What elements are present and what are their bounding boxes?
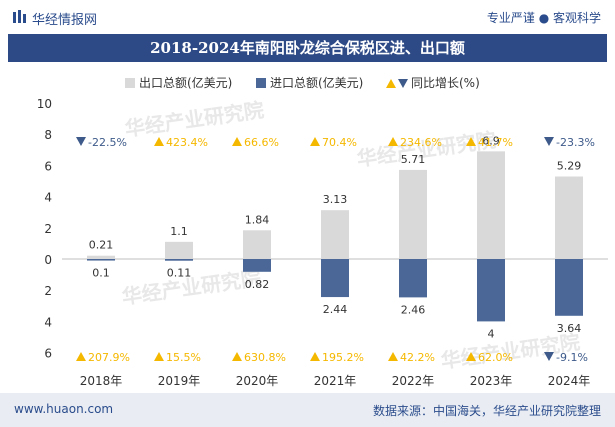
export-bar xyxy=(321,210,349,259)
title-bar: 2018-2024年南阳卧龙综合保税区进、出口额 xyxy=(8,34,607,62)
export-bar xyxy=(399,169,427,259)
x-category-label: 2020年 xyxy=(236,374,279,388)
y-tick-label: 2 xyxy=(44,284,52,298)
export-value-label: 6.9 xyxy=(482,134,500,147)
import-value-label: 0.82 xyxy=(245,278,270,291)
export-growth-up-triangle-icon xyxy=(232,137,242,146)
export-growth-down-triangle-icon xyxy=(76,137,86,146)
y-tick-label: 8 xyxy=(44,128,52,142)
footer: www.huaon.com 数据来源：中国海关，华经产业研究院整理 xyxy=(0,393,615,427)
export-growth-label: -23.3% xyxy=(556,136,595,149)
import-bar xyxy=(321,259,349,298)
import-growth-label: 62.0% xyxy=(478,351,513,364)
chart-title: 2018-2024年南阳卧龙综合保税区进、出口额 xyxy=(150,39,465,57)
legend-down-triangle-icon xyxy=(398,79,408,88)
y-tick-label: 0 xyxy=(44,253,52,267)
import-bar xyxy=(243,259,271,272)
export-growth-label: 41.7% xyxy=(478,136,513,149)
x-category-label: 2019年 xyxy=(158,374,201,388)
x-category-label: 2021年 xyxy=(314,374,357,388)
import-bar xyxy=(165,259,193,261)
x-category-label: 2023年 xyxy=(470,374,513,388)
import-value-label: 4 xyxy=(488,327,495,340)
logo-icon xyxy=(13,10,26,23)
export-bar xyxy=(243,230,271,259)
legend-growth-label: 同比增长(%) xyxy=(411,76,480,90)
export-growth-label: 423.4% xyxy=(166,136,208,149)
watermark-2: 华经产业研究院 xyxy=(120,266,262,309)
legend-export-swatch xyxy=(125,78,135,88)
watermark-1: 华经产业研究院 xyxy=(355,128,497,171)
export-growth-up-triangle-icon xyxy=(388,137,398,146)
import-bar xyxy=(477,259,505,322)
export-value-label: 3.13 xyxy=(323,193,348,206)
import-growth-label: -9.1% xyxy=(556,351,588,364)
import-growth-up-triangle-icon xyxy=(76,352,86,361)
y-tick-label: 6 xyxy=(44,159,52,173)
y-tick-label: 2 xyxy=(44,222,52,236)
import-value-label: 2.46 xyxy=(401,303,426,316)
export-value-label: 0.21 xyxy=(89,239,114,252)
import-growth-up-triangle-icon xyxy=(388,352,398,361)
top-bar: 华经情报网 专业严谨 ● 客观科学 xyxy=(0,0,615,34)
legend-import-label: 进口总额(亿美元) xyxy=(270,75,363,90)
export-value-label: 5.71 xyxy=(401,153,426,166)
import-growth-label: 195.2% xyxy=(322,351,364,364)
export-value-label: 1.1 xyxy=(170,225,188,238)
y-tick-label: 6 xyxy=(44,347,52,361)
export-growth-label: 234.6% xyxy=(400,136,442,149)
export-growth-label: -22.5% xyxy=(88,136,127,149)
x-category-label: 2018年 xyxy=(80,374,123,388)
import-growth-label: 42.2% xyxy=(400,351,435,364)
import-value-label: 0.11 xyxy=(167,267,192,280)
x-category-label: 2022年 xyxy=(392,374,435,388)
export-growth-up-triangle-icon xyxy=(310,137,320,146)
import-value-label: 2.44 xyxy=(323,303,348,316)
export-value-label: 5.29 xyxy=(557,159,582,172)
export-bar xyxy=(165,241,193,259)
legend-export-label: 出口总额(亿美元) xyxy=(139,75,232,90)
export-growth-down-triangle-icon xyxy=(544,137,554,146)
import-bar xyxy=(87,259,115,261)
slogan: 专业严谨 ● 客观科学 xyxy=(486,11,601,25)
y-tick-label: 4 xyxy=(44,191,52,205)
y-tick-label: 10 xyxy=(37,97,52,111)
legend-up-triangle-icon xyxy=(386,79,396,88)
import-growth-up-triangle-icon xyxy=(232,352,242,361)
export-value-label: 1.84 xyxy=(245,213,270,226)
export-bar xyxy=(477,151,505,259)
export-bar xyxy=(555,176,583,259)
data-source: 数据来源：中国海关，华经产业研究院整理 xyxy=(372,404,601,418)
footer-url[interactable]: www.huaon.com xyxy=(14,402,114,416)
import-bar xyxy=(399,259,427,298)
watermark-0: 华经产业研究院 xyxy=(123,98,265,141)
legend-import-swatch xyxy=(256,78,266,88)
y-tick-label: 4 xyxy=(44,315,52,329)
brand-name[interactable]: 华经情报网 xyxy=(32,13,98,28)
import-growth-up-triangle-icon xyxy=(310,352,320,361)
import-value-label: 0.1 xyxy=(92,267,110,280)
import-growth-label: 15.5% xyxy=(166,351,201,364)
import-bar xyxy=(555,259,583,316)
import-growth-down-triangle-icon xyxy=(544,352,554,361)
export-growth-label: 70.4% xyxy=(322,136,357,149)
import-growth-label: 630.8% xyxy=(244,351,286,364)
import-growth-up-triangle-icon xyxy=(154,352,164,361)
import-growth-up-triangle-icon xyxy=(466,352,476,361)
export-growth-label: 66.6% xyxy=(244,136,279,149)
export-growth-up-triangle-icon xyxy=(154,137,164,146)
import-growth-label: 207.9% xyxy=(88,351,130,364)
import-value-label: 3.64 xyxy=(557,322,582,335)
x-category-label: 2024年 xyxy=(548,374,591,388)
export-bar xyxy=(87,255,115,259)
export-growth-up-triangle-icon xyxy=(466,137,476,146)
